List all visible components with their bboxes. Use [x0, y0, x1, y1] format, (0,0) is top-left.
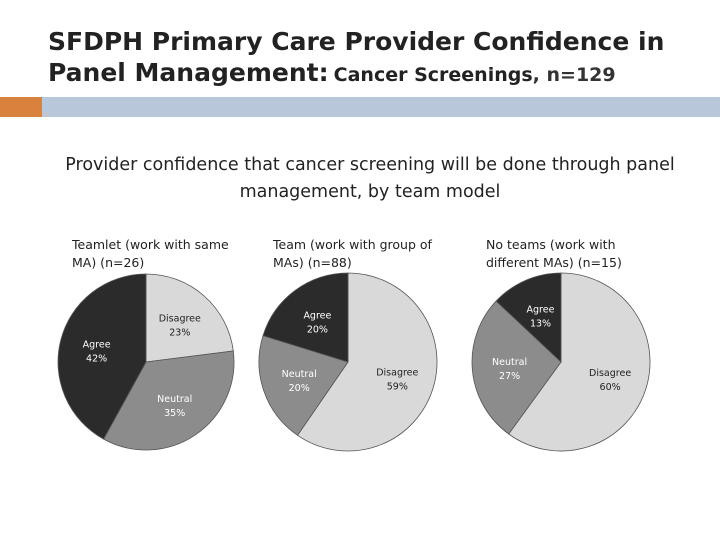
pie-slice-disagree [296, 272, 438, 452]
slice-value-label: 20% [289, 383, 310, 394]
title-main: SFDPH Primary Care Provider Confidence i… [48, 27, 665, 88]
slice-category-label: Neutral [492, 357, 527, 368]
chart-subtitle: Provider confidence that cancer screenin… [65, 155, 675, 202]
slice-value-label: 20% [307, 324, 328, 335]
title-underline-bar [42, 97, 720, 117]
slice-value-label: 42% [86, 353, 107, 364]
slice-category-label: Agree [303, 310, 331, 321]
pie-slice-neutral [258, 335, 349, 436]
slice-category-label: Disagree [159, 314, 201, 325]
slice-value-label: 27% [499, 371, 520, 382]
slide-title: SFDPH Primary Care Provider Confidence i… [48, 26, 708, 89]
pie-slice-agree [495, 272, 562, 363]
slice-value-label: 23% [169, 328, 190, 339]
slice-value-label: 13% [530, 319, 551, 330]
slice-category-label: Neutral [282, 369, 317, 380]
slice-value-label: 35% [164, 408, 185, 419]
pie-slice-disagree [508, 272, 651, 452]
pie-title-teamlet: Teamlet (work with same MA) (n=26) [72, 237, 229, 270]
pie-teamlet: Disagree 23% Neutral 35% Agree 42% [57, 273, 235, 451]
pie-slice-disagree [145, 273, 234, 363]
pie-no-teams: Disagree 60% Neutral 27% Agree 13% [471, 272, 651, 452]
accent-block [0, 97, 42, 117]
pie-title-no-teams: No teams (work with different MAs) (n=15… [486, 237, 622, 270]
pie-slice-neutral [103, 350, 235, 451]
title-sample-size: , n=129 [532, 64, 616, 87]
slice-category-label: Agree [527, 305, 555, 316]
slice-category-label: Neutral [157, 394, 192, 405]
pie-title-team: Team (work with group of MAs) (n=88) [273, 237, 432, 270]
slice-value-label: 59% [387, 381, 408, 392]
slice-category-label: Disagree [589, 368, 631, 379]
slice-category-label: Agree [83, 339, 111, 350]
pie-slice-neutral [471, 300, 562, 435]
pie-slice-agree [262, 272, 349, 363]
pie-slice-agree [57, 273, 147, 440]
title-topic: Cancer Screenings [333, 64, 533, 87]
slice-value-label: 60% [600, 382, 621, 393]
slice-category-label: Disagree [376, 367, 418, 378]
pie-team: Disagree 59% Neutral 20% Agree 20% [258, 272, 438, 452]
